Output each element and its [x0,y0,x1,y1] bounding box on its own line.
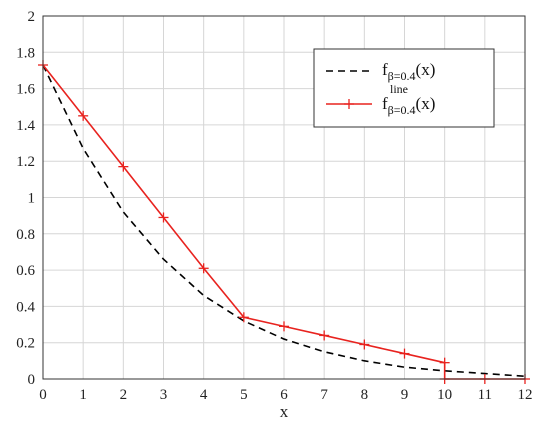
legend-label-dashed: fβ=0.4(x) [382,60,435,83]
x-tick-label: 1 [79,387,87,403]
x-tick-label: 9 [401,387,409,403]
data-point-marker [118,161,129,172]
legend-label-superscript: line [390,82,408,96]
legend-entry-line: line fβ=0.4(x) [326,82,435,117]
x-axis-label: x [280,402,289,421]
legend-label-main: f [382,94,388,113]
x-tick-labels: 0 1 2 3 4 5 6 7 8 9 10 11 12 [39,387,532,403]
plot-frame [42,15,526,380]
x-tick-label: 12 [518,387,533,403]
y-tick-label: 0.8 [16,227,35,243]
x-tick-label: 8 [361,387,369,403]
x-tick-label: 6 [280,387,288,403]
x-tick-label: 10 [437,387,452,403]
data-point-marker [198,263,209,274]
data-point-marker [439,357,450,368]
legend-label-subscript: β=0.4 [388,103,416,117]
legend-label-main: f [382,60,388,79]
legend-entry-dashed: fβ=0.4(x) [326,60,435,83]
series-line-dashed [42,64,526,378]
legend: fβ=0.4(x) line fβ=0.4(x) [313,48,495,128]
legend-label-subscript: β=0.4 [388,69,416,83]
data-point-marker [399,348,410,359]
y-tick-label: 1.4 [16,118,35,134]
x-tick-label: 3 [160,387,168,403]
series-layer [38,60,530,384]
data-point-marker [319,330,330,341]
legend-label-line: fβ=0.4(x) [382,94,435,117]
x-tick-label: 11 [478,387,492,403]
y-tick-label: 1.8 [16,45,35,61]
y-tick-label: 1.2 [16,154,35,170]
data-point-marker [359,339,370,350]
y-tick-label: 1 [28,191,36,207]
x-tick-label: 2 [120,387,128,403]
y-tick-label: 1.6 [16,82,35,98]
x-tick-label: 0 [39,387,47,403]
x-tick-label: 5 [240,387,248,403]
y-tick-label: 0 [28,372,36,388]
data-point-marker [279,321,289,332]
legend-label-tail: (x) [416,94,436,113]
data-point-marker [238,312,249,323]
y-tick-label: 0.2 [16,336,35,352]
data-point-marker [158,212,169,223]
legend-box [313,48,495,128]
y-tick-label: 2 [28,9,36,25]
x-tick-label: 7 [320,387,328,403]
data-point-marker [78,110,89,121]
y-tick-label: 0.6 [16,263,35,279]
x-tick-label: 4 [200,387,208,403]
legend-label-tail: (x) [416,60,436,79]
y-tick-labels: 0 0.2 0.4 0.6 0.8 1 1.2 1.4 1.6 1.8 2 [16,9,35,388]
y-tick-label: 0.4 [16,299,35,315]
